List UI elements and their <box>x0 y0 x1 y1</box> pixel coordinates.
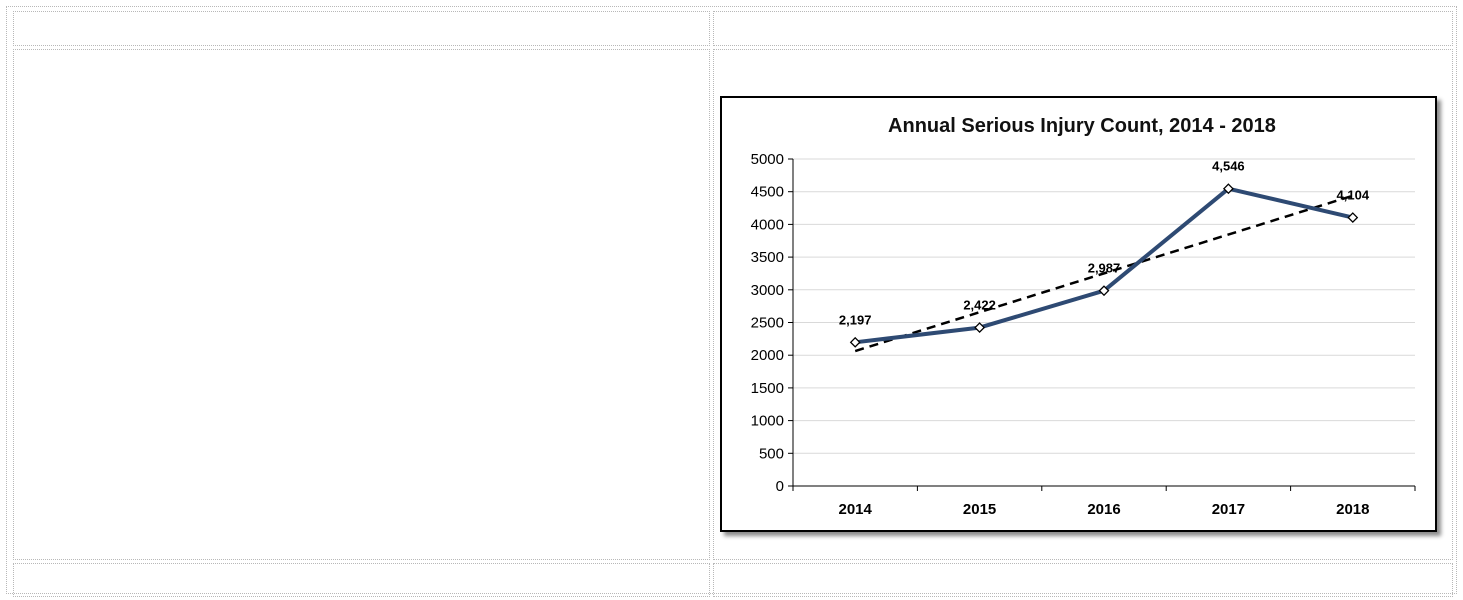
y-tick-label: 1500 <box>751 380 784 397</box>
data-label: 2,422 <box>963 298 996 313</box>
chart-title: Annual Serious Injury Count, 2014 - 2018 <box>888 115 1276 137</box>
data-point-marker <box>1098 285 1110 297</box>
chart-frame: Annual Serious Injury Count, 2014 - 2018… <box>720 96 1437 532</box>
data-point-marker <box>849 336 861 348</box>
y-tick-label: 0 <box>776 478 784 495</box>
y-tick-label: 2000 <box>751 347 784 364</box>
table-cell-middle-right <box>713 49 1453 560</box>
y-tick-label: 1000 <box>751 413 784 430</box>
data-point-marker <box>1347 212 1359 224</box>
x-tick-label: 2018 <box>1336 501 1369 518</box>
y-axis-ticks: 0 500 1000 1500 2000 2500 3000 3500 4000 4500 5000 <box>751 151 793 495</box>
data-label: 2,197 <box>839 312 872 327</box>
data-label: 2,987 <box>1088 261 1121 276</box>
x-tick-label: 2014 <box>839 501 873 518</box>
table-cell-top-right <box>713 11 1453 46</box>
y-tick-label: 4000 <box>751 216 784 233</box>
data-label: 4,546 <box>1212 159 1245 174</box>
y-tick-label: 2500 <box>751 315 784 332</box>
table-cell-bottom-left <box>13 563 710 597</box>
y-tick-label: 3500 <box>751 249 784 266</box>
markers-layer <box>849 183 1359 348</box>
gridlines <box>793 158 1415 454</box>
y-tick-label: 5000 <box>751 151 784 168</box>
y-tick-label: 3000 <box>751 282 784 299</box>
data-label: 4,104 <box>1337 188 1370 203</box>
x-tick-label: 2017 <box>1212 501 1245 518</box>
x-axis-ticks: 2014 2015 2016 2017 2018 <box>792 486 1416 518</box>
table-cell-middle-left <box>13 49 710 560</box>
data-point-marker <box>1222 183 1234 195</box>
trendline-layer <box>854 194 1354 353</box>
x-tick-label: 2016 <box>1087 501 1120 518</box>
table-cell-bottom-right <box>713 563 1453 597</box>
data-labels-layer: 2,197 2,422 2,987 4,546 4,104 <box>839 159 1370 328</box>
trendline <box>854 194 1354 353</box>
data-point-marker <box>974 322 986 334</box>
layout-table <box>6 6 1457 594</box>
table-cell-top-left <box>13 11 710 46</box>
x-tick-label: 2015 <box>963 501 996 518</box>
y-tick-label: 500 <box>759 445 784 462</box>
line-chart: Annual Serious Injury Count, 2014 - 2018… <box>751 115 1416 518</box>
y-tick-label: 4500 <box>751 184 784 201</box>
